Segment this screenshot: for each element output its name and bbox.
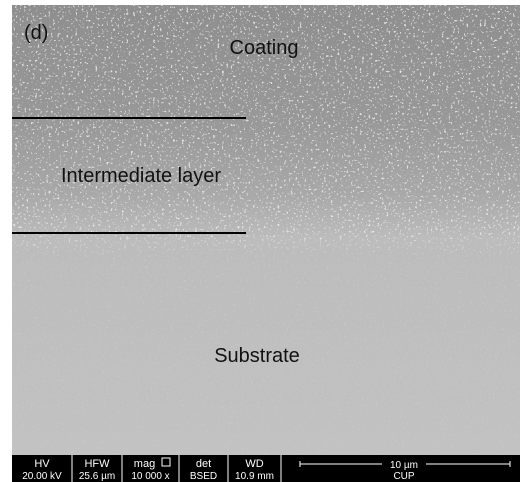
- info-value: 10.9 mm: [235, 471, 274, 482]
- info-value: 10 000 x: [131, 471, 169, 482]
- region-label: Intermediate layer: [61, 165, 221, 187]
- info-value: 25.6 µm: [79, 471, 115, 482]
- region-label: Substrate: [214, 345, 300, 367]
- info-header: WD: [245, 458, 263, 470]
- scale-bar-label: 10 µm: [390, 460, 418, 471]
- info-value: 20.00 kV: [22, 471, 62, 482]
- info-value: BSED: [190, 471, 217, 482]
- info-header: det: [196, 458, 211, 470]
- region-label: Coating: [230, 37, 299, 59]
- institution: CUP: [393, 471, 414, 482]
- texture: [12, 5, 520, 455]
- panel-label: (d): [24, 22, 48, 44]
- info-header: mag: [134, 458, 155, 470]
- sem-figure: (d) Coating Intermediate layer Substrate…: [0, 0, 523, 482]
- info-header: HV: [34, 458, 50, 470]
- info-header: HFW: [84, 458, 110, 470]
